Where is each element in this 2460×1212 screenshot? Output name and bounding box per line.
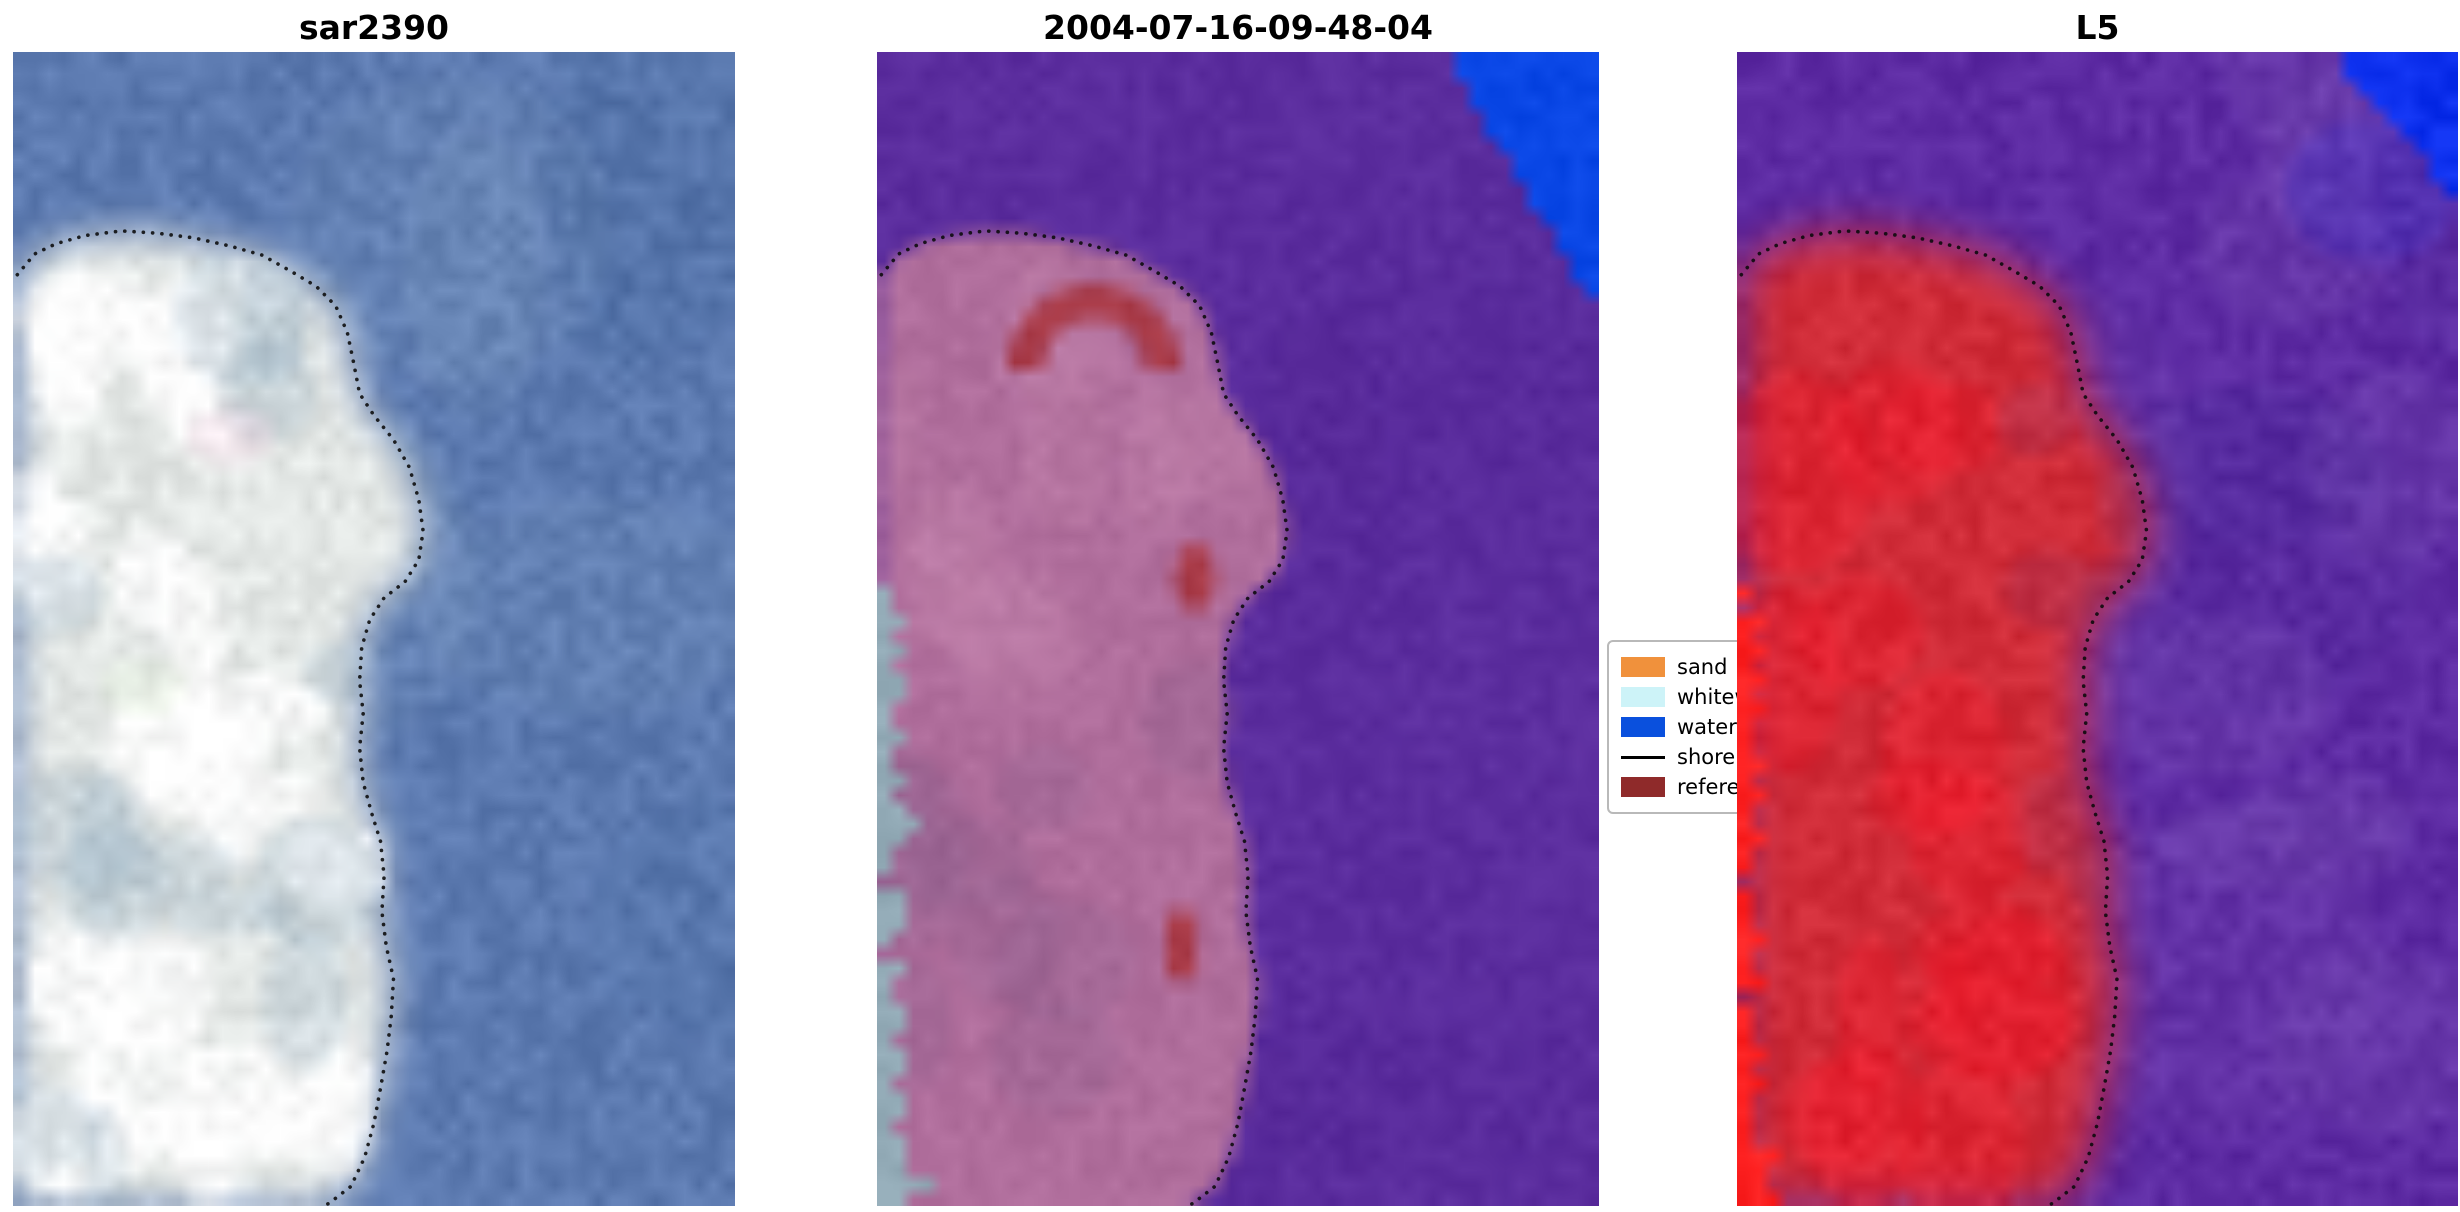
legend-item-water: water: [1621, 712, 1811, 742]
shoreline-dots: [1739, 229, 2149, 1206]
water-swatch-icon: [1621, 717, 1665, 737]
shoreline-overlay: [879, 229, 1289, 1206]
shoreline-dots: [879, 229, 1289, 1206]
panel-sar2390: [13, 52, 735, 1206]
sar-image: [13, 52, 735, 1206]
legend-item-sand: sand: [1621, 652, 1811, 682]
legend-label-water: water: [1677, 715, 1737, 739]
panel-title-date: 2004-07-16-09-48-04: [1043, 8, 1433, 47]
shoreline-dots: [15, 229, 425, 1206]
legend-item-shoreline: shorel: [1621, 742, 1811, 772]
sand-swatch-icon: [1621, 657, 1665, 677]
shoreline-overlay: [15, 229, 425, 1206]
shoreline-line-icon: [1621, 755, 1665, 759]
panel-classified: [877, 52, 1599, 1206]
panel-title-l5: L5: [2075, 8, 2120, 47]
reference-swatch-icon: [1621, 777, 1665, 797]
classified-image: [877, 52, 1599, 1206]
legend-label-sand: sand: [1677, 655, 1728, 679]
shoreline-overlay: [1739, 229, 2149, 1206]
legend-label-shoreline: shorel: [1677, 745, 1742, 769]
l5-image: [1737, 52, 2458, 1206]
whitewater-swatch-icon: [1621, 687, 1665, 707]
panel-l5: [1737, 52, 2458, 1206]
panel-title-sar2390: sar2390: [298, 8, 450, 47]
